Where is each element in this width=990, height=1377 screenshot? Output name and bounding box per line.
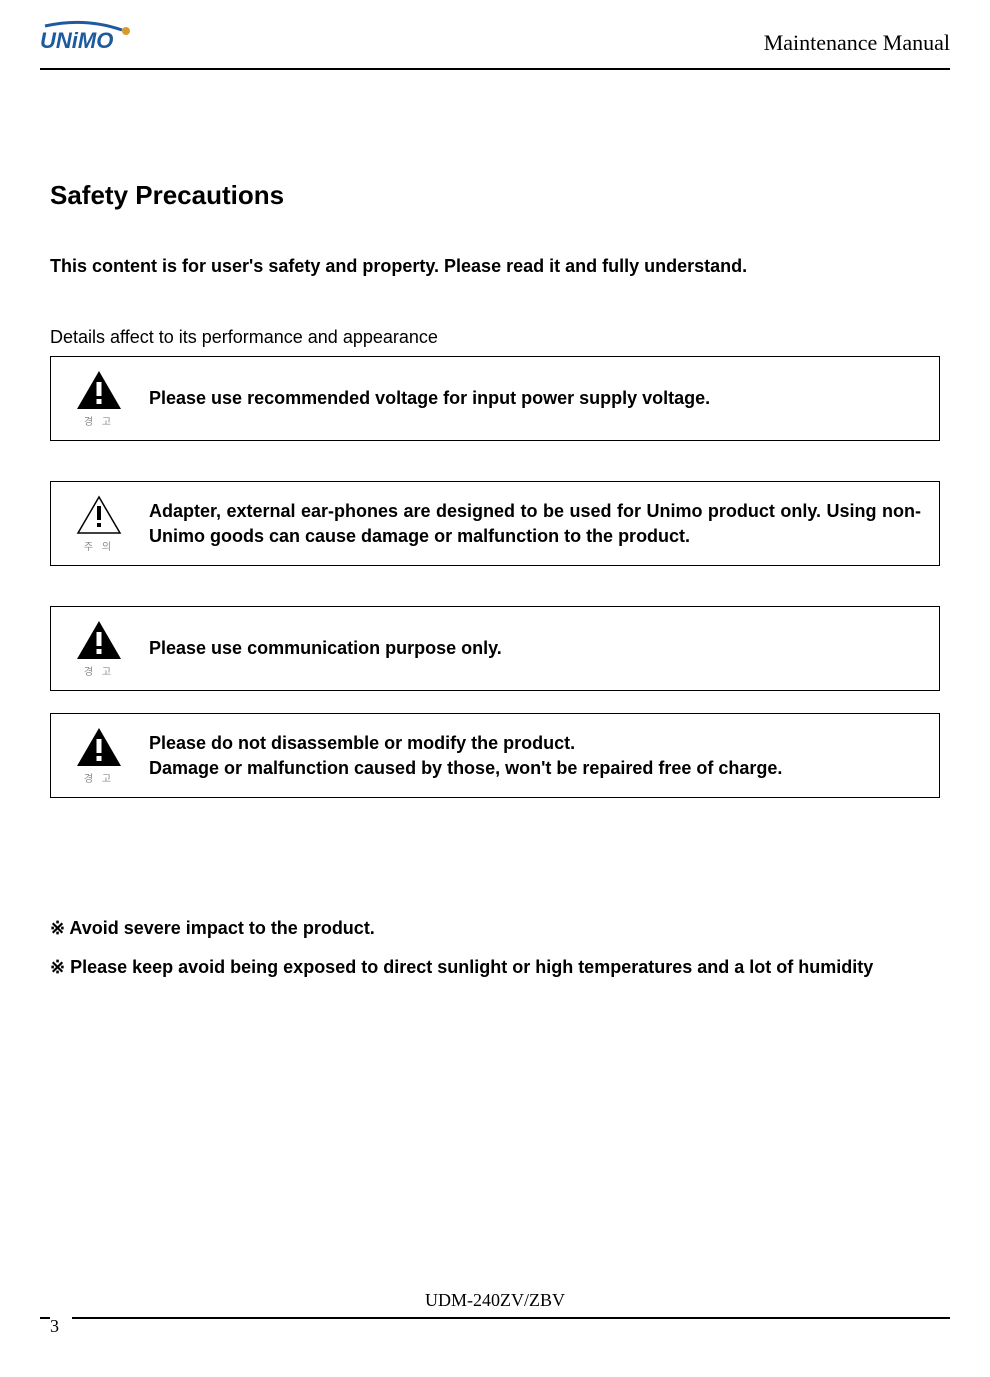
warning-text: Please do not disassemble or modify the … [149,731,782,780]
warning-box: 경 고 Please use recommended voltage for in… [50,356,940,441]
warning-triangle-icon [74,726,124,768]
note-item: ※ Please keep avoid being exposed to dir… [50,957,940,978]
warning-icon-column: 경 고 [69,726,129,785]
warning-box: 경 고 Please do not disassemble or modify t… [50,713,940,798]
caution-triangle-icon [74,494,124,536]
logo-icon: UNiMO [40,20,140,60]
warning-icon-column: 경 고 [69,369,129,428]
warning-icon-label: 경 고 [84,770,114,785]
svg-text:UNiMO: UNiMO [40,28,113,53]
subsection-label: Details affect to its performance and ap… [50,327,940,348]
warning-icon-column: 주 의 [69,494,129,553]
warning-triangle-icon [74,369,124,411]
warning-box: 주 의 Adapter, external ear-phones are desi… [50,481,940,566]
warning-triangle-icon [74,619,124,661]
page-number: 3 [50,1316,72,1337]
page-header: UNiMO Maintenance Manual [40,20,950,70]
header-title: Maintenance Manual [764,30,950,60]
warning-icon-label: 경 고 [84,413,114,428]
footer-model: UDM-240ZV/ZBV [40,1290,950,1311]
page-footer: UDM-240ZV/ZBV 3 [40,1290,950,1337]
intro-text: This content is for user's safety and pr… [50,256,940,277]
note-item: ※ Avoid severe impact to the product. [50,918,940,939]
footer-divider [40,1317,950,1319]
warning-box: 경 고 Please use communication purpose only… [50,606,940,691]
main-heading: Safety Precautions [50,180,940,211]
notes-section: ※ Avoid severe impact to the product. ※ … [50,918,940,978]
content-area: Safety Precautions This content is for u… [40,70,950,978]
warning-text: Please use communication purpose only. [149,636,502,660]
logo: UNiMO [40,20,140,60]
warning-text: Adapter, external ear-phones are designe… [149,499,921,548]
warning-text: Please use recommended voltage for input… [149,386,710,410]
warning-icon-label: 경 고 [84,663,114,678]
warning-icon-label: 주 의 [84,538,114,553]
warning-icon-column: 경 고 [69,619,129,678]
